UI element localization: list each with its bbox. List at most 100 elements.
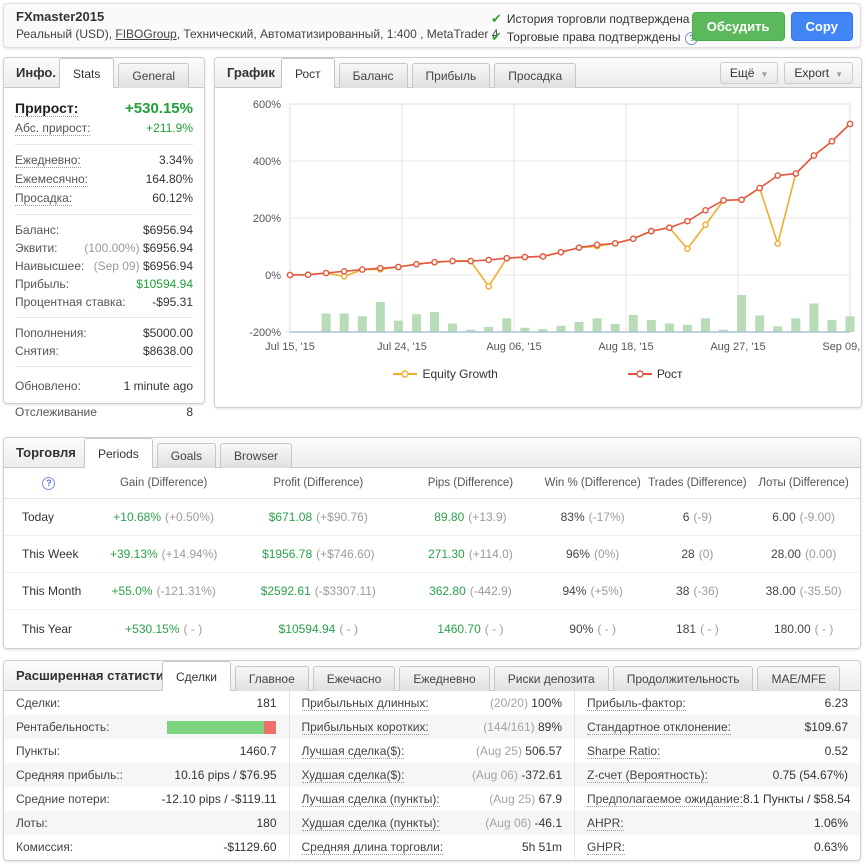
stat-label[interactable]: Худшая сделка (пункты):: [301, 815, 440, 831]
stat-main: +10.68%: [113, 510, 161, 524]
stat-label[interactable]: Предполагаемое ожидание:: [587, 791, 743, 807]
stat-label[interactable]: Стандартное отклонение:: [587, 719, 731, 735]
stat-label[interactable]: GHPR:: [587, 839, 626, 855]
advanced-tab-1[interactable]: Главное: [234, 666, 309, 691]
info-label[interactable]: Абс. прирост:: [15, 121, 91, 136]
stat-value-context: (Aug 06): [471, 768, 522, 782]
advanced-tab-3[interactable]: Ежедневно: [399, 666, 490, 691]
stat-label[interactable]: Прибыльных коротких:: [301, 719, 429, 735]
stat-label[interactable]: Z-счет (Вероятность):: [587, 767, 708, 783]
stat-row: Стандартное отклонение: $109.67: [575, 715, 860, 739]
stat-label[interactable]: Лучшая сделка($):: [301, 743, 405, 759]
stat-row: AHPR: 1.06%: [575, 811, 860, 835]
chart-tab-0[interactable]: Рост: [281, 58, 335, 88]
info-group: Пополнения: $5000.00 Снятия: $8638.00: [15, 318, 193, 367]
info-panel: Инфо. Stats General Прирост: +530.15% Абс. …: [3, 57, 205, 419]
stat-difference: ( - ): [339, 621, 358, 636]
stat-main: $1956.78: [262, 547, 313, 561]
chart-tab-2[interactable]: Прибыль: [411, 63, 491, 88]
chart-panel: График Рост Баланс Прибыль Просадка Ещё ▼ Ex…: [214, 57, 866, 408]
stat-label[interactable]: Прибыльных длинных:: [301, 695, 429, 711]
info-group: Прирост: +530.15% Абс. прирост: +211.9%: [15, 92, 193, 145]
stat-difference: (-36): [693, 584, 719, 598]
column-header: Gain (Difference): [119, 477, 208, 489]
stat-label[interactable]: Лучшая сделка (пункты):: [301, 791, 440, 807]
chevron-down-icon: ▼: [835, 70, 843, 79]
account-subtitle: Реальный (USD), FIBOGroup, Технический, …: [16, 27, 498, 41]
stat-value-main: 0.52: [824, 744, 848, 758]
info-label[interactable]: Прирост:: [15, 100, 79, 117]
stat-label: Средняя прибыль::: [16, 768, 124, 782]
stat-label[interactable]: AHPR:: [587, 815, 624, 831]
stat-cell: 89.80 (+13.9): [403, 510, 538, 524]
stat-cell: 181( - ): [648, 622, 748, 636]
copy-button[interactable]: Copy: [790, 12, 853, 41]
checkmark-icon: ✔: [491, 29, 502, 44]
info-label[interactable]: Ежедневно:: [15, 153, 81, 168]
stat-value-main: 0.63%: [813, 840, 848, 854]
stat-label[interactable]: Прибыль-фактор:: [587, 695, 686, 711]
info-value-main: $6956.94: [142, 241, 193, 255]
stat-difference: (0%): [593, 547, 620, 561]
stat-cell: +10.68% (+0.50%): [94, 510, 234, 524]
info-row: Эквити: (100.00%) $6956.94: [15, 239, 193, 257]
info-tab-0[interactable]: Stats: [59, 58, 115, 88]
stat-value-main: -46.1: [534, 816, 562, 830]
stat-row: Лоты: 180: [4, 811, 289, 835]
period-label: This Week: [22, 547, 79, 561]
stat-difference: ( - ): [597, 621, 616, 636]
info-tab-1[interactable]: General: [118, 63, 190, 88]
stat-value: (Aug 25) 67.9: [489, 792, 562, 806]
info-row: Процентная ставка: -$95.31: [15, 293, 193, 311]
stat-difference: (-17%): [588, 510, 625, 524]
stat-difference: (0.00): [804, 547, 837, 561]
info-value: 1 minute ago: [124, 379, 193, 393]
growth-chart-svg: Jul 15, '15 Jul 24, '15 Aug 06, '15 Aug 18,…: [249, 99, 866, 353]
svg-text:-200%: -200%: [249, 327, 281, 339]
info-stats-list: Прирост: +530.15% Абс. прирост: +211.9% Ежед…: [4, 88, 204, 435]
advanced-tab-2[interactable]: Ежечасно: [312, 666, 396, 691]
stat-label[interactable]: Худшая сделка($):: [301, 767, 405, 783]
export-dropdown-button[interactable]: Export ▼: [784, 62, 853, 84]
stat-row: Прибыль-фактор: 6.23: [575, 691, 860, 715]
discuss-button[interactable]: Обсудить: [691, 12, 785, 41]
stat-difference: (-$3307.11): [314, 584, 376, 598]
info-value: 8: [186, 405, 193, 419]
more-dropdown-button[interactable]: Ещё ▼: [719, 62, 779, 84]
advanced-tab-5[interactable]: Продолжительность: [612, 666, 754, 691]
info-row: Ежемесячно: 164.80%: [15, 170, 193, 189]
chart-tab-1[interactable]: Баланс: [338, 63, 408, 88]
stat-cell: 90%( - ): [538, 622, 648, 636]
trading-tab-0[interactable]: Periods: [84, 438, 153, 468]
table-row: This Month +55.0% (-121.31%) $2592.61 (-$330…: [4, 573, 860, 610]
stat-difference: (+14.94%): [161, 547, 218, 561]
advanced-tab-0[interactable]: Сделки: [162, 661, 231, 691]
svg-text:200%: 200%: [253, 213, 281, 225]
stat-label[interactable]: Средняя длина торговли:: [301, 839, 444, 855]
broker-link[interactable]: FIBOGroup: [115, 27, 177, 41]
info-value: $10594.94: [136, 277, 193, 291]
advanced-tab-4[interactable]: Риски депозита: [493, 666, 609, 691]
chart-tab-3[interactable]: Просадка: [494, 63, 577, 88]
help-icon[interactable]: ?: [42, 476, 56, 490]
stat-label[interactable]: Sharpe Ratio:: [587, 743, 661, 759]
stat-label: Сделки:: [16, 696, 61, 710]
stat-main: +55.0%: [111, 584, 153, 598]
badge-label: История торговли подтверждена: [506, 12, 690, 26]
legend-item-1[interactable]: Рост: [627, 367, 683, 381]
stat-value: (Aug 06) -372.61: [472, 768, 562, 782]
chart-panel-title: График: [227, 65, 275, 80]
account-title: FXmaster2015: [16, 9, 105, 24]
stat-value-context: (144/161): [483, 720, 538, 734]
info-label[interactable]: Ежемесячно:: [15, 172, 89, 187]
growth-chart: Jul 15, '15 Jul 24, '15 Aug 06, '15 Aug 18,…: [215, 88, 866, 365]
info-label[interactable]: Просадка:: [15, 191, 73, 206]
legend-item-0[interactable]: Equity Growth: [393, 367, 498, 381]
period-label: This Month: [22, 584, 82, 598]
advanced-stats-panel: Расширенная статистика Сделки Главное Ежеч…: [3, 660, 861, 861]
info-row: Просадка: 60.12%: [15, 189, 193, 208]
trading-tab-2[interactable]: Browser: [220, 443, 293, 468]
stat-value: 1460.7: [240, 744, 277, 758]
advanced-tab-6[interactable]: MAE/MFE: [757, 666, 841, 691]
trading-tab-1[interactable]: Goals: [156, 443, 217, 468]
